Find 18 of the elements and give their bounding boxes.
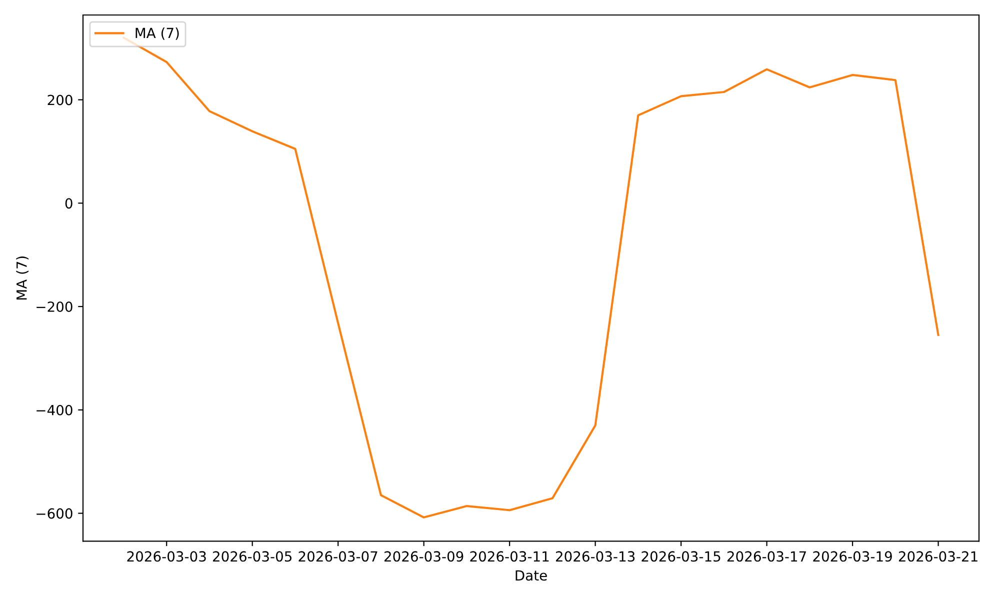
x-tick-label: 2026-03-03	[127, 551, 206, 562]
y-tick-label: −400	[36, 404, 72, 416]
x-tick-label: 2026-03-05	[213, 551, 292, 562]
x-tick-label: 2026-03-07	[298, 551, 378, 562]
y-tick-label: 200	[48, 94, 72, 106]
x-tick-label: 2026-03-17	[727, 551, 806, 562]
x-tick-label: 2026-03-11	[470, 551, 549, 562]
legend-label: MA (7)	[136, 28, 179, 40]
x-tick-label: 2026-03-21	[898, 551, 978, 562]
x-tick-label: 2026-03-13	[556, 551, 635, 562]
x-tick-label: 2026-03-19	[813, 551, 892, 562]
y-tick-label: −600	[36, 508, 72, 519]
y-tick-label: 0	[65, 198, 72, 209]
x-axis-title: Date	[516, 570, 547, 581]
y-axis-title: MA (7)	[16, 256, 29, 300]
x-tick-label: 2026-03-09	[384, 551, 464, 562]
y-tick-label: −200	[36, 302, 72, 312]
x-tick-label: 2026-03-15	[642, 551, 720, 562]
